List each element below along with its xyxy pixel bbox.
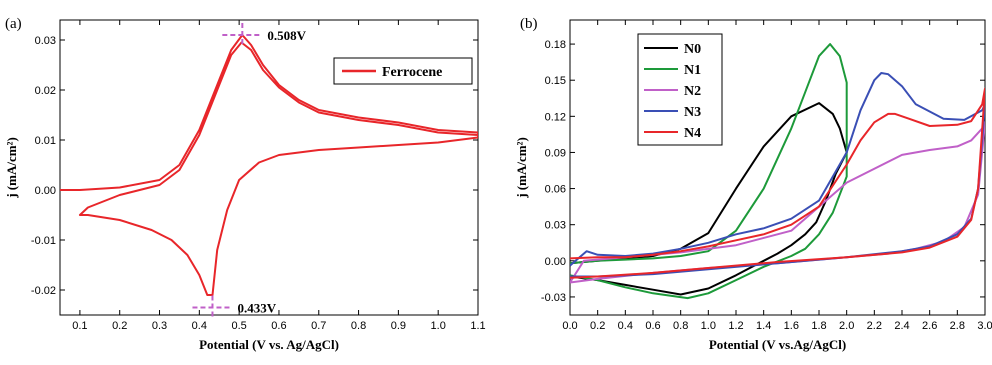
x-tick-label: 0.6 — [645, 320, 660, 332]
x-tick-label: 0.3 — [152, 320, 167, 332]
x-tick-label: 0.6 — [271, 320, 286, 332]
y-tick-label: 0.12 — [545, 111, 566, 123]
x-tick-label: 2.4 — [894, 320, 909, 332]
y-axis-label: j (mA/cm²) — [4, 137, 19, 199]
x-tick-label: 0.8 — [351, 320, 366, 332]
plot-frame — [59, 19, 479, 316]
y-tick-label: -0.02 — [31, 285, 56, 297]
y-tick-label: -0.01 — [31, 235, 56, 247]
panel-label: (a) — [5, 16, 22, 32]
x-axis-label: Potential (V vs. Ag/AgCl) — [199, 337, 339, 352]
y-tick-label: -0.03 — [541, 292, 566, 304]
chart-panel-1: (a) 0.1 0.2 0.3 0.4 0.5 0.6 0.7 0.8 0.9 1.0 1.1 -0.0… — [4, 16, 486, 352]
x-tick-label: 2.0 — [839, 320, 854, 332]
legend-entry-label: N3 — [684, 105, 701, 120]
x-tick-label: 0.0 — [562, 320, 577, 332]
y-tick-label: 0.00 — [35, 185, 56, 197]
y-tick-label: 0.18 — [545, 39, 566, 51]
x-tick-label: 1.2 — [728, 320, 743, 332]
legend-entry-label: Ferrocene — [382, 65, 442, 80]
x-tick-label: 0.2 — [590, 320, 605, 332]
x-tick-label: 0.9 — [391, 320, 406, 332]
legend-entry-label: N0 — [684, 42, 701, 57]
x-tick-label: 1.1 — [470, 320, 485, 332]
x-tick-label: 2.8 — [950, 320, 965, 332]
y-tick-label: 0.06 — [545, 184, 566, 196]
x-tick-label: 0.4 — [618, 320, 633, 332]
y-tick-label: 0.00 — [545, 256, 566, 268]
x-tick-label: 1.0 — [701, 320, 716, 332]
chart-panel-2: (b) 0.0 0.2 0.4 0.6 0.8 1.0 1.2 1.4 1.6 1.8 2.0 2.2 2… — [514, 16, 992, 352]
x-axis-label: Potential (V vs.Ag/AgCl) — [709, 337, 846, 352]
x-tick-label: 0.7 — [311, 320, 326, 332]
y-tick-label: 0.02 — [35, 85, 56, 97]
y-tick-label: 0.01 — [35, 135, 56, 147]
x-tick-label: 0.1 — [72, 320, 87, 332]
plot-frame — [569, 19, 986, 316]
legend-entry-label: N4 — [684, 126, 701, 141]
x-tick-label: 2.2 — [867, 320, 882, 332]
series-line-n1 — [570, 43, 848, 300]
x-tick-label: 1.8 — [811, 320, 826, 332]
x-tick-label: 0.4 — [192, 320, 207, 332]
y-tick-label: 0.03 — [545, 220, 566, 232]
x-tick-label: 1.0 — [431, 320, 446, 332]
x-tick-label: 2.6 — [922, 320, 937, 332]
x-tick-label: 0.2 — [112, 320, 127, 332]
legend-entry-label: N2 — [684, 84, 701, 99]
y-axis-label: j (mA/cm²) — [514, 137, 529, 199]
x-tick-label: 3.0 — [977, 320, 992, 332]
x-tick-label: 1.4 — [756, 320, 771, 332]
series-line-n4 — [570, 87, 985, 279]
x-tick-label: 0.5 — [231, 320, 246, 332]
legend-entry-label: N1 — [684, 63, 701, 78]
panel-label: (b) — [520, 16, 538, 32]
peak-annotation-label: 0.508V — [267, 28, 306, 43]
y-tick-label: 0.09 — [545, 147, 566, 159]
x-tick-label: 0.8 — [673, 320, 688, 332]
x-tick-label: 1.6 — [784, 320, 799, 332]
y-tick-label: 0.15 — [545, 75, 566, 87]
peak-annotation-label: 0.433V — [237, 301, 276, 316]
y-tick-label: 0.03 — [35, 35, 56, 47]
